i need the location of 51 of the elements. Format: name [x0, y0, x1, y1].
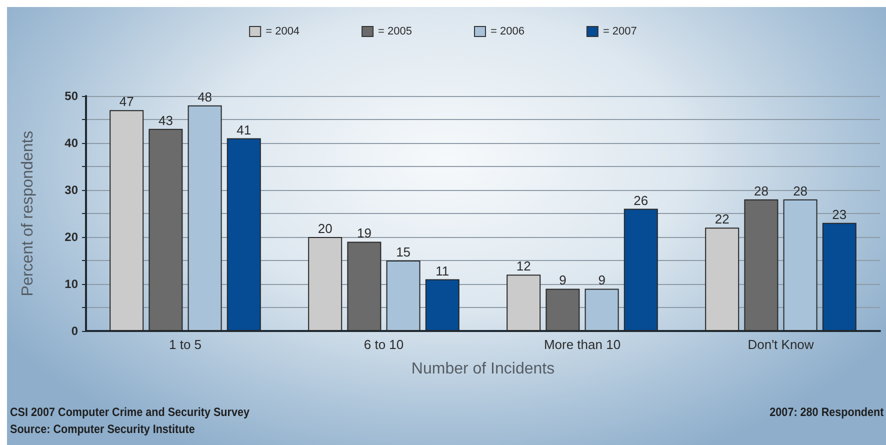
- data-label: 28: [754, 183, 768, 198]
- text: 2007: 280 Respondent: [770, 405, 884, 420]
- data-label: 26: [634, 192, 648, 208]
- data-label: 15: [396, 244, 411, 260]
- y-tick-label: 30: [64, 183, 78, 197]
- bar: [425, 279, 460, 331]
- source-note: Source: Computer Security Institute: [10, 422, 195, 437]
- bar: [783, 199, 818, 331]
- text: CSI 2007 Computer Crime and Security Survey: [10, 405, 250, 420]
- bar: [386, 260, 420, 331]
- data-label: 48: [198, 89, 212, 104]
- y-axis-title: Percent of respondents: [20, 130, 36, 296]
- data-label: 12: [516, 258, 531, 274]
- y-tick-label: 10: [64, 277, 78, 291]
- data-label: 22: [714, 212, 730, 227]
- x-tick-label: More than 10: [544, 337, 621, 352]
- bar: [584, 288, 619, 331]
- x-tick-label: 1 to 5: [168, 337, 202, 352]
- x-tick-label: 6 to 10: [364, 337, 404, 352]
- bar: [822, 222, 856, 331]
- bar: [110, 110, 144, 331]
- bar: [744, 199, 778, 331]
- data-label: 9: [559, 272, 566, 288]
- x-tick-label: Don't Know: [748, 337, 814, 352]
- bar: [188, 105, 222, 331]
- bar: [546, 288, 580, 331]
- bar: [624, 208, 658, 331]
- data-label: 11: [436, 263, 450, 278]
- bar: [308, 237, 342, 331]
- legend-label: = 2005: [378, 26, 412, 38]
- data-label: 19: [356, 226, 372, 241]
- data-label: 20: [318, 221, 332, 236]
- y-tick-label: 40: [64, 136, 78, 150]
- bar: [705, 228, 740, 331]
- y-tick-label: 50: [64, 89, 78, 103]
- data-label: 28: [793, 183, 808, 198]
- data-label: 23: [832, 206, 847, 222]
- bar: [347, 242, 382, 331]
- x-axis-title: Number of Incidents: [411, 360, 555, 378]
- data-label: 47: [119, 94, 134, 110]
- bar: [226, 138, 261, 331]
- y-tick-label: 0: [71, 324, 78, 338]
- data-label: 9: [598, 272, 606, 288]
- y-tick-label: 20: [64, 230, 78, 244]
- data-label: 41: [236, 122, 252, 138]
- data-label: 43: [158, 112, 173, 128]
- bar: [148, 128, 183, 331]
- legend-label: = 2006: [490, 26, 524, 38]
- legend-label: = 2004: [266, 26, 300, 38]
- bar: [506, 274, 541, 331]
- legend-label: = 2007: [602, 26, 637, 38]
